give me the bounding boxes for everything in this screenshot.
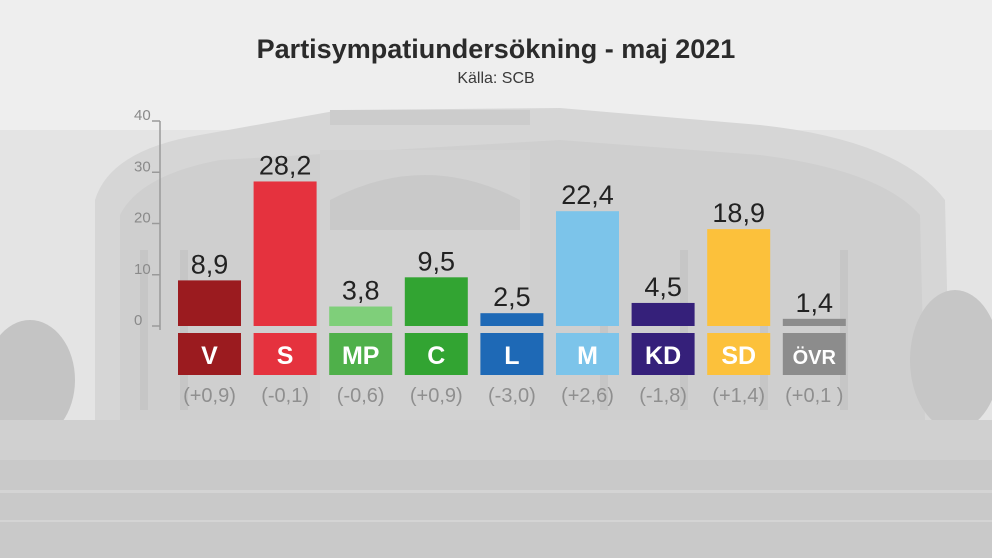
data-label: 18,9 <box>712 198 765 228</box>
party-label-box <box>782 333 846 375</box>
change-label: (+1,4) <box>712 385 765 407</box>
data-label: 3,8 <box>342 276 380 306</box>
change-label: (+2,6) <box>561 385 614 407</box>
data-label: 28,2 <box>259 150 312 180</box>
party-label-box <box>631 333 695 375</box>
bar-v <box>178 280 241 326</box>
party-label-box <box>707 333 771 375</box>
bar-c <box>404 277 468 326</box>
chart-source: Källa: SCB <box>457 70 535 87</box>
y-tick-label: 0 <box>134 312 142 329</box>
category-label: KD <box>645 342 681 370</box>
y-tick-label: 40 <box>134 107 151 124</box>
category-label: M <box>577 342 598 370</box>
change-label: (-0,1) <box>261 385 309 407</box>
party-label-box <box>178 333 241 375</box>
category-label: C <box>427 342 445 370</box>
category-label: S <box>277 342 294 370</box>
bar-kd <box>631 302 695 326</box>
bar-övr <box>782 318 846 326</box>
category-label: V <box>201 342 218 370</box>
data-label: 9,5 <box>418 246 456 276</box>
y-tick-label: 30 <box>134 158 151 175</box>
y-tick-label: 20 <box>134 210 151 227</box>
change-label: (-3,0) <box>488 385 536 407</box>
bars: 8,9 V (+0,9) 28,2 S (-0,1) 3,8 MP (-0,6) 9,5 C (+0,… <box>178 150 846 407</box>
party-label-box <box>556 333 619 375</box>
party-label-box <box>253 333 317 375</box>
bar-s <box>253 181 317 326</box>
change-label: (+0,9) <box>183 385 236 407</box>
category-label: MP <box>342 342 380 370</box>
party-label-box <box>329 333 393 375</box>
data-label: 22,4 <box>561 180 614 210</box>
data-label: 2,5 <box>493 282 531 312</box>
change-label: (+0,1 ) <box>785 385 843 407</box>
change-label: (+0,9) <box>410 385 463 407</box>
bar-mp <box>329 306 393 326</box>
bar-l <box>480 313 544 326</box>
bar-m <box>556 211 619 326</box>
y-axis: 0 10 20 30 40 <box>134 107 161 330</box>
change-label: (-1,8) <box>639 385 687 407</box>
category-label: SD <box>721 342 756 370</box>
category-label: L <box>504 342 519 370</box>
data-label: 4,5 <box>644 272 682 302</box>
chart-title: Partisympatiundersökning - maj 2021 <box>256 34 736 64</box>
party-label-box <box>404 333 468 375</box>
change-label: (-0,6) <box>337 385 385 407</box>
data-label: 8,9 <box>191 249 229 279</box>
y-tick-label: 10 <box>134 261 151 278</box>
data-label: 1,4 <box>796 288 834 318</box>
party-label-box <box>480 333 544 375</box>
category-label: ÖVR <box>793 346 837 369</box>
bar-sd <box>707 229 771 326</box>
